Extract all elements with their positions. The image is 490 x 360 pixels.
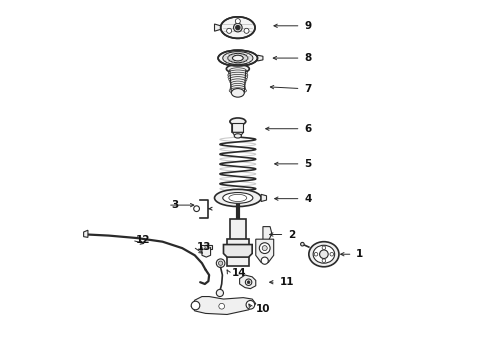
Ellipse shape xyxy=(229,77,247,82)
Ellipse shape xyxy=(228,72,248,78)
Ellipse shape xyxy=(228,75,247,80)
Ellipse shape xyxy=(229,68,246,73)
Circle shape xyxy=(330,252,334,256)
Circle shape xyxy=(245,279,252,285)
Circle shape xyxy=(235,19,240,24)
Circle shape xyxy=(322,259,326,262)
Text: 2: 2 xyxy=(288,230,295,239)
Circle shape xyxy=(205,245,208,248)
Ellipse shape xyxy=(218,50,258,66)
Text: 4: 4 xyxy=(304,194,312,204)
Circle shape xyxy=(219,261,223,265)
Ellipse shape xyxy=(226,64,249,73)
Text: 5: 5 xyxy=(304,159,312,169)
Polygon shape xyxy=(223,244,252,257)
Bar xyxy=(201,244,212,249)
Circle shape xyxy=(246,301,255,309)
Text: 9: 9 xyxy=(304,21,311,31)
Circle shape xyxy=(219,303,224,309)
Ellipse shape xyxy=(230,81,245,87)
Ellipse shape xyxy=(230,86,245,91)
Circle shape xyxy=(234,23,242,32)
Ellipse shape xyxy=(231,89,245,97)
Circle shape xyxy=(226,28,232,33)
Circle shape xyxy=(261,257,269,264)
Ellipse shape xyxy=(215,189,261,207)
Circle shape xyxy=(322,246,326,249)
Polygon shape xyxy=(258,55,263,61)
Polygon shape xyxy=(202,247,211,257)
Polygon shape xyxy=(263,226,272,241)
Circle shape xyxy=(262,246,267,251)
Ellipse shape xyxy=(223,193,253,203)
Circle shape xyxy=(259,243,270,253)
Polygon shape xyxy=(261,194,267,202)
Polygon shape xyxy=(240,275,256,289)
Text: 6: 6 xyxy=(304,124,312,134)
Circle shape xyxy=(314,252,318,256)
Circle shape xyxy=(194,206,199,212)
Ellipse shape xyxy=(231,83,245,89)
Polygon shape xyxy=(232,123,243,132)
Circle shape xyxy=(236,26,240,30)
Text: 3: 3 xyxy=(172,200,179,210)
Text: 10: 10 xyxy=(256,304,270,314)
Text: 12: 12 xyxy=(136,235,150,245)
Text: 13: 13 xyxy=(196,242,211,252)
Ellipse shape xyxy=(313,245,335,263)
Circle shape xyxy=(247,281,250,284)
Ellipse shape xyxy=(220,17,255,39)
Bar xyxy=(227,239,248,266)
Ellipse shape xyxy=(234,134,242,138)
Text: 1: 1 xyxy=(356,249,364,259)
Circle shape xyxy=(300,242,304,246)
Polygon shape xyxy=(256,239,274,262)
Bar xyxy=(230,220,245,241)
Polygon shape xyxy=(232,132,243,136)
Circle shape xyxy=(244,28,249,33)
Polygon shape xyxy=(84,230,88,237)
Ellipse shape xyxy=(230,79,246,85)
Polygon shape xyxy=(191,297,256,315)
Ellipse shape xyxy=(228,70,247,76)
Ellipse shape xyxy=(229,88,246,94)
Ellipse shape xyxy=(230,118,245,125)
Polygon shape xyxy=(215,24,220,31)
Ellipse shape xyxy=(309,242,339,267)
Text: 11: 11 xyxy=(279,277,294,287)
Text: 7: 7 xyxy=(304,84,312,94)
Circle shape xyxy=(319,250,328,258)
Text: 8: 8 xyxy=(304,53,312,63)
Circle shape xyxy=(191,301,200,310)
Text: 14: 14 xyxy=(232,267,247,278)
Circle shape xyxy=(216,289,223,297)
Circle shape xyxy=(216,259,225,267)
